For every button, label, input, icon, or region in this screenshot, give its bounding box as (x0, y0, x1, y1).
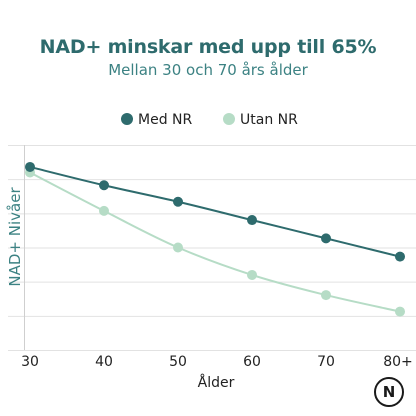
chart-title: NAD+ minskar med upp till 65% (39, 36, 377, 58)
y-axis-label: NAD+ Nivåer (6, 187, 24, 287)
x-tick-label: 50 (169, 354, 187, 370)
data-point-60 (247, 215, 257, 226)
x-tick-label: 80+ (383, 354, 413, 370)
data-point-40 (99, 180, 109, 191)
series-line (29, 165, 401, 258)
legend-marker (121, 113, 133, 125)
legend-item: Med NR (121, 112, 193, 128)
data-point-80plus (395, 306, 405, 317)
x-tick-label: 30 (21, 354, 39, 370)
data-point-50 (173, 196, 183, 207)
x-tick-labels: 30 40 50 60 70 80+ (21, 354, 413, 370)
legend-label: Med NR (138, 112, 193, 128)
chart-subtitle: Mellan 30 och 70 års ålder (108, 61, 308, 79)
x-tick-label: 70 (317, 354, 335, 370)
x-tick-label: 60 (243, 354, 261, 370)
chart-legend: Med NR Utan NR (121, 112, 298, 128)
data-point-40 (99, 205, 109, 216)
data-point-70 (321, 233, 331, 244)
legend-label: Utan NR (240, 112, 298, 128)
series-utan-nr (25, 167, 405, 317)
series-layer (25, 161, 405, 317)
x-tick-label: 40 (95, 354, 113, 370)
legend-item: Utan NR (223, 112, 298, 128)
legend-marker (223, 113, 235, 125)
chart-grid (8, 145, 416, 351)
data-point-50 (173, 242, 183, 253)
data-point-30 (25, 161, 35, 172)
data-point-70 (321, 290, 331, 301)
data-point-80plus (395, 251, 405, 262)
x-axis-label: Ålder (198, 374, 235, 391)
brand-logo-icon: N (374, 377, 404, 407)
data-point-60 (247, 269, 257, 280)
series-med-nr (25, 161, 405, 262)
